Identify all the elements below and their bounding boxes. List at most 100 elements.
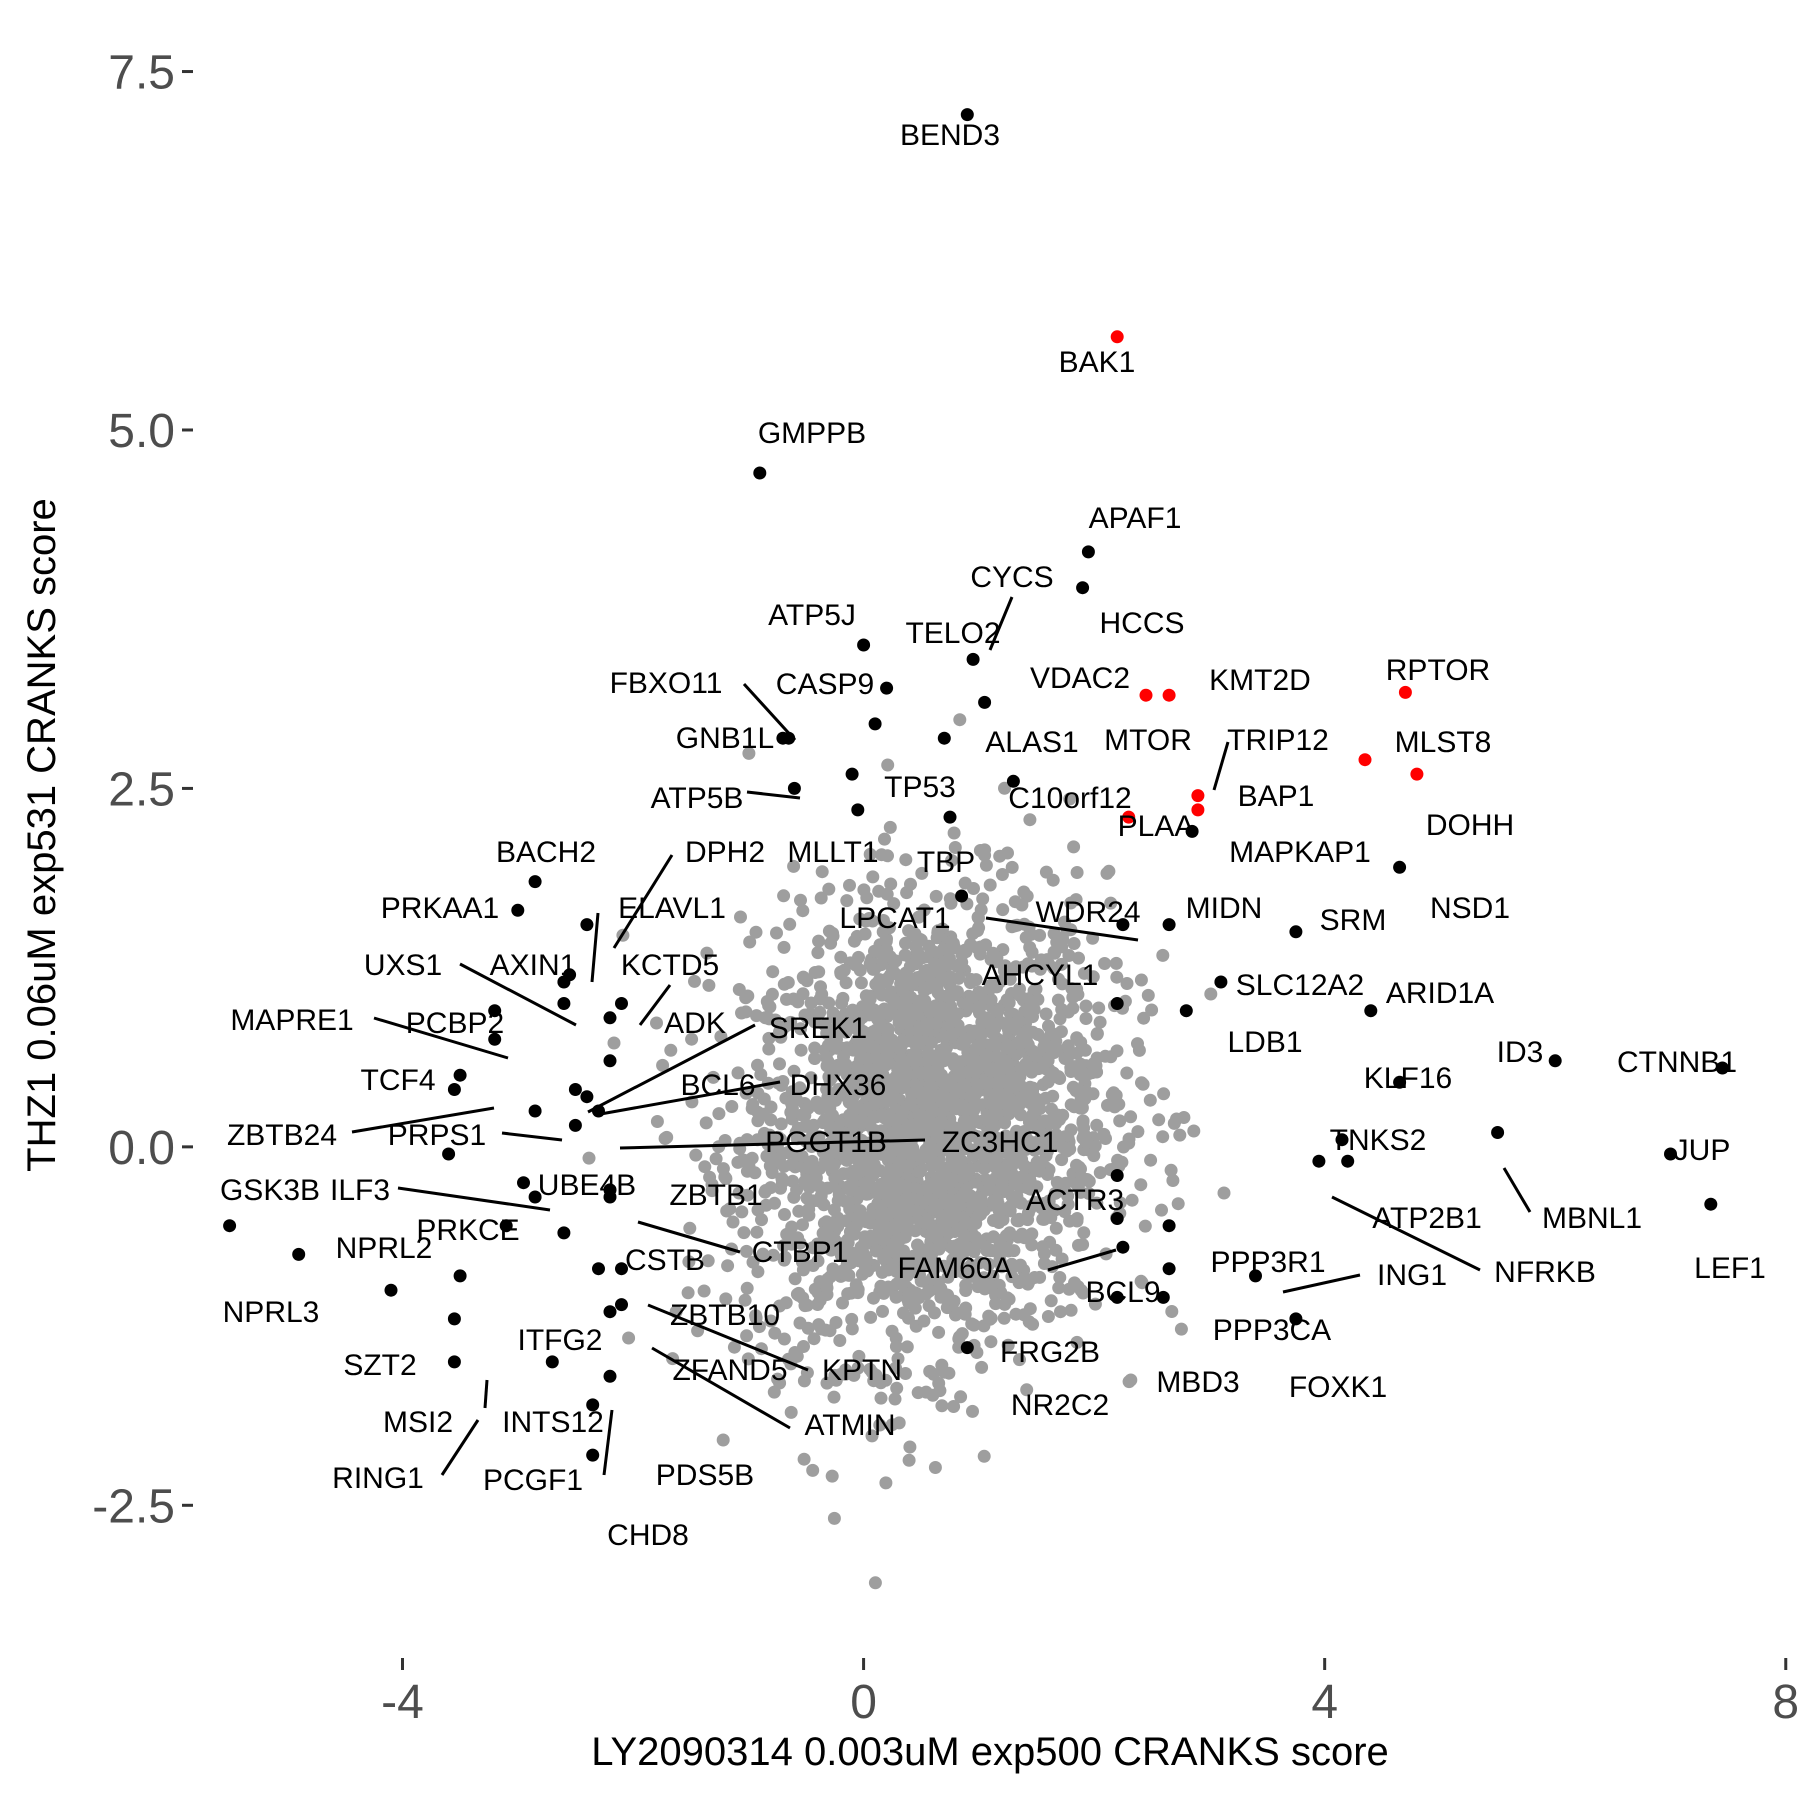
point-mlst8	[1358, 753, 1372, 767]
background-point	[1064, 1303, 1078, 1317]
gene-label-prkce: PRKCE	[416, 1214, 519, 1247]
gene-label-vdac2: VDAC2	[1030, 662, 1130, 695]
point-foxk1	[1289, 1312, 1303, 1326]
background-point	[959, 1284, 973, 1297]
point-ppp3ca	[1162, 1262, 1176, 1276]
y-tick-label: -2.5	[92, 1480, 175, 1533]
background-point	[929, 1017, 943, 1030]
leader-line-uxs1	[459, 962, 577, 1027]
background-point	[1030, 1180, 1044, 1194]
background-point	[1164, 1163, 1178, 1177]
background-point	[833, 1144, 847, 1158]
background-point	[844, 1087, 858, 1100]
background-point	[910, 1287, 924, 1301]
background-point	[964, 976, 977, 990]
background-point	[787, 859, 801, 873]
point-klf16	[1393, 1075, 1407, 1089]
gene-label-adk: ADK	[664, 1007, 726, 1040]
point-plaa	[1122, 810, 1136, 824]
background-point	[991, 1004, 1005, 1018]
gene-label-dph2: DPH2	[685, 836, 765, 869]
background-point	[762, 1042, 776, 1056]
background-point	[884, 877, 898, 891]
background-point	[1016, 960, 1030, 974]
background-point	[1156, 948, 1170, 962]
background-point	[1020, 1383, 1034, 1397]
background-point	[1052, 972, 1065, 986]
point-mbnl1	[1491, 1126, 1505, 1139]
background-point	[1120, 1066, 1134, 1080]
background-point	[975, 1360, 989, 1374]
background-point	[709, 1152, 723, 1166]
x-axis-title: LY2090314 0.003uM exp500 CRANKS score	[591, 1730, 1389, 1774]
background-point	[879, 1476, 893, 1490]
background-point	[934, 1209, 948, 1223]
background-point	[1156, 1130, 1170, 1144]
background-point	[952, 1199, 966, 1213]
point-srm	[1289, 925, 1303, 939]
background-point	[926, 1089, 939, 1103]
gene-label-tbp: TBP	[917, 846, 975, 879]
x-tick-label: 8	[1772, 1676, 1799, 1729]
background-point	[1134, 973, 1148, 987]
background-point	[860, 891, 874, 905]
background-point	[983, 878, 997, 892]
background-point	[915, 1117, 928, 1131]
background-point	[719, 1292, 733, 1306]
background-point	[898, 1007, 912, 1021]
gene-label-jup: JUP	[1674, 1134, 1731, 1167]
background-point	[876, 1304, 889, 1318]
background-point	[1038, 1130, 1052, 1144]
background-point	[834, 950, 848, 964]
background-point	[1061, 1197, 1075, 1211]
leader-line-dph2	[612, 854, 674, 949]
background-point	[1204, 987, 1218, 1001]
background-point	[1025, 997, 1039, 1011]
background-point	[1165, 1305, 1179, 1318]
background-point	[868, 1576, 882, 1590]
leader-line-ctbp1	[637, 1220, 741, 1254]
background-point	[1026, 1108, 1040, 1122]
background-point	[1001, 1338, 1015, 1352]
background-point	[1157, 1087, 1171, 1101]
background-point	[931, 1240, 945, 1254]
point-ring1	[447, 1355, 461, 1369]
background-point	[899, 1367, 912, 1380]
leader-line-mbnl1	[1502, 1167, 1532, 1213]
leader-line-nfrkb	[1331, 1195, 1481, 1272]
background-point	[1100, 866, 1114, 880]
background-point	[943, 892, 957, 906]
background-point	[1053, 1271, 1067, 1284]
gene-label-cstb: CSTB	[625, 1244, 705, 1277]
background-point	[833, 1017, 847, 1031]
gene-label-ctbp1: CTBP1	[752, 1236, 849, 1269]
gene-label-atp5j: ATP5J	[768, 599, 856, 632]
background-point	[1020, 1181, 1034, 1195]
background-point	[855, 1143, 869, 1157]
background-point	[798, 1176, 812, 1190]
gene-label-rptor: RPTOR	[1386, 654, 1490, 687]
background-point	[1055, 957, 1068, 971]
background-point	[918, 994, 932, 1008]
background-point	[945, 854, 959, 867]
gene-label-axin1: AXIN1	[490, 949, 577, 982]
gene-label-midn: MIDN	[1186, 892, 1263, 925]
background-point	[885, 987, 899, 1001]
background-point	[1053, 1012, 1067, 1026]
gene-label-mllt1: MLLT1	[787, 836, 878, 869]
background-point	[872, 884, 886, 898]
background-point	[735, 1205, 749, 1219]
point-ctbp1	[603, 1190, 617, 1204]
gene-label-fam60a: FAM60A	[897, 1252, 1012, 1285]
point-trip12	[1191, 789, 1205, 803]
background-point	[1042, 1019, 1055, 1033]
point-nprl2	[223, 1219, 237, 1233]
point-bend3	[960, 108, 974, 122]
background-point	[1039, 865, 1053, 879]
gene-label-lpcat1: LPCAT1	[839, 902, 950, 935]
background-point	[778, 1208, 791, 1221]
point-tp53	[845, 767, 859, 781]
background-point	[934, 1183, 948, 1196]
point-apaf1	[1081, 545, 1095, 559]
background-point	[882, 921, 896, 935]
